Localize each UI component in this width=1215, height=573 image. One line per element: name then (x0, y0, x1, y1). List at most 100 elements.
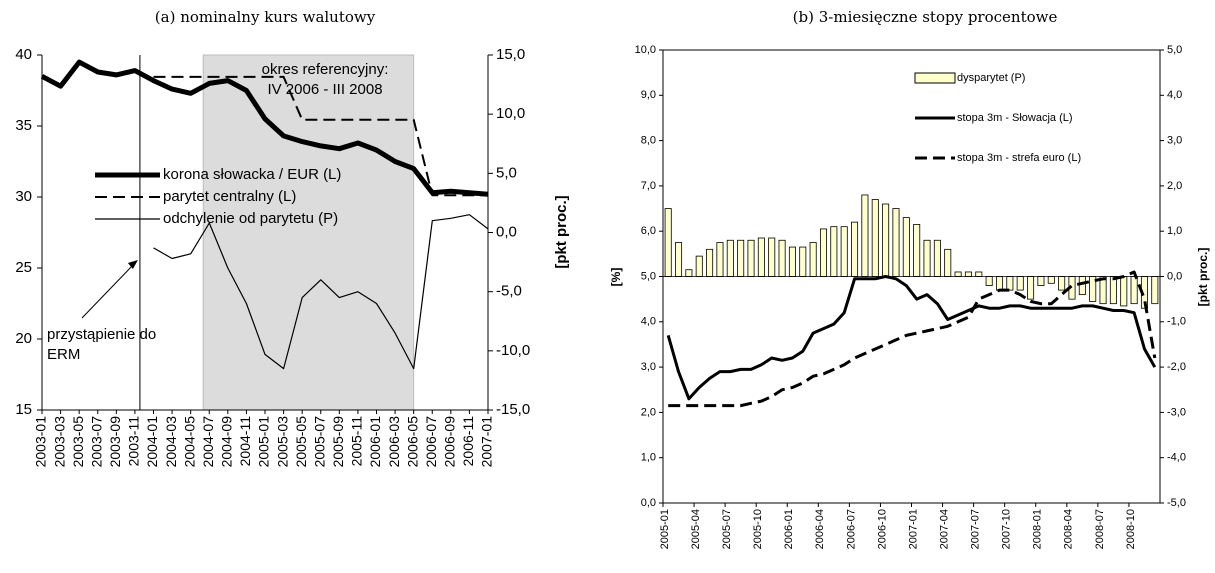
y2-tick-label: -2,0 (1167, 361, 1186, 373)
chart-title: (b) 3-miesięczne stopy procentowe (793, 8, 1058, 26)
y2-tick-label: 4,0 (1167, 89, 1182, 101)
bar (975, 271, 983, 277)
x-tick-label: 2007-01 (479, 416, 495, 468)
legend-label: stopa 3m - Słowacja (L) (957, 112, 1073, 124)
line (668, 270, 1157, 408)
y2-tick-label: -15,0 (496, 401, 530, 418)
y2-tick-label: 1,0 (1167, 225, 1182, 237)
y-tick-label: 7,0 (641, 180, 656, 192)
y-tick-label: 20 (15, 330, 32, 347)
x-tick-label: 2004-11 (237, 416, 253, 467)
bar (871, 199, 879, 277)
x-tick-label: 2005-10 (752, 509, 764, 549)
bar (964, 271, 972, 277)
x-tick-label: 2005-03 (274, 416, 290, 468)
y-tick-label: 8,0 (641, 135, 656, 147)
y-tick-label: 6,0 (641, 225, 656, 237)
bar (675, 242, 683, 277)
y-tick-label: 4,0 (641, 316, 656, 328)
x-tick-label: 2006-07 (423, 416, 439, 468)
bar (747, 239, 755, 277)
bar (757, 237, 765, 277)
line (40, 59, 489, 197)
bar (882, 203, 890, 277)
x-tick-label: 2003-09 (107, 416, 123, 468)
y2-tick-label: -4,0 (1167, 452, 1186, 464)
bar (985, 276, 993, 286)
legend-label: odchylenie od parytetu (P) (163, 210, 338, 227)
x-tick-label: 2004-07 (200, 416, 216, 468)
y-tick-label: 15 (15, 401, 32, 418)
x-tick-label: 2008-10 (1125, 509, 1137, 549)
x-tick-label: 2005-11 (349, 416, 365, 467)
y2-tick-label: 5,0 (1167, 44, 1182, 56)
x-tick-label: 2006-03 (386, 416, 402, 468)
y2-tick-label: -1,0 (1167, 316, 1186, 328)
x-tick-label: 2006-01 (783, 509, 795, 549)
x-tick-label: 2006-09 (442, 416, 458, 468)
y2-tick-label: 15,0 (496, 46, 525, 63)
bar (830, 226, 838, 277)
bar (892, 208, 900, 277)
bar (695, 255, 703, 277)
y-tick-label: 30 (15, 188, 32, 205)
line (153, 75, 488, 197)
bar (737, 239, 745, 277)
x-tick-label: 2004-09 (219, 416, 235, 468)
x-tick-label: 2005-05 (293, 416, 309, 468)
y2-axis-title: [pkt proc.] (1196, 248, 1210, 307)
bar (1078, 276, 1086, 296)
x-tick-label: 2005-01 (256, 416, 272, 468)
y-tick-label: 1,0 (641, 452, 656, 464)
arrow-head (127, 260, 138, 269)
y-tick-label: 0,0 (641, 497, 656, 509)
bar (933, 239, 941, 277)
bar (685, 269, 693, 277)
y2-axis-title: [pkt proc.] (553, 195, 570, 268)
x-tick-label: 2007-01 (907, 509, 919, 549)
x-tick-label: 2005-07 (311, 416, 327, 468)
y2-tick-label: 5,0 (496, 164, 517, 181)
bar (726, 239, 734, 277)
x-tick-label: 2008-04 (1063, 509, 1075, 549)
x-tick-label: 2007-10 (1001, 509, 1013, 549)
y2-tick-label: 3,0 (1167, 135, 1182, 147)
y2-tick-label: 10,0 (496, 105, 525, 122)
x-tick-label: 2004-05 (181, 416, 197, 468)
x-tick-label: 2003-03 (51, 416, 67, 468)
y2-tick-label: -5,0 (496, 283, 522, 300)
y-tick-label: 2,0 (641, 406, 656, 418)
y2-tick-label: -10,0 (496, 342, 530, 359)
line (666, 275, 1157, 401)
y2-tick-label: 0,0 (1167, 270, 1182, 282)
y-tick-label: 3,0 (641, 361, 656, 373)
x-tick-label: 2003-11 (126, 416, 142, 467)
chart-title: (a) nominalny kurs walutowy (155, 8, 376, 26)
bar (1109, 276, 1117, 305)
annotation: przystąpienie do (47, 326, 156, 343)
y2-tick-label: -5,0 (1167, 497, 1186, 509)
y-tick-label: 9,0 (641, 89, 656, 101)
bar (799, 246, 807, 277)
legend-label: korona słowacka / EUR (L) (163, 166, 341, 183)
y2-tick-label: 2,0 (1167, 180, 1182, 192)
y-tick-label: 10,0 (635, 44, 656, 56)
x-tick-label: 2008-07 (1094, 509, 1106, 549)
bar (996, 276, 1004, 291)
arrow (81, 261, 137, 319)
x-tick-label: 2006-07 (845, 509, 857, 549)
bar (913, 224, 921, 277)
line (153, 214, 489, 370)
bar (1027, 276, 1035, 300)
x-tick-label: 2006-04 (814, 509, 826, 549)
x-tick-label: 2005-09 (330, 416, 346, 468)
x-tick-label: 2005-01 (659, 509, 671, 549)
bar (809, 242, 817, 277)
x-tick-label: 2003-01 (33, 416, 49, 468)
bar (954, 271, 962, 277)
y-tick-label: 25 (15, 259, 32, 276)
y2-tick-label: -3,0 (1167, 406, 1186, 418)
bar (902, 217, 910, 277)
bar (861, 194, 869, 277)
